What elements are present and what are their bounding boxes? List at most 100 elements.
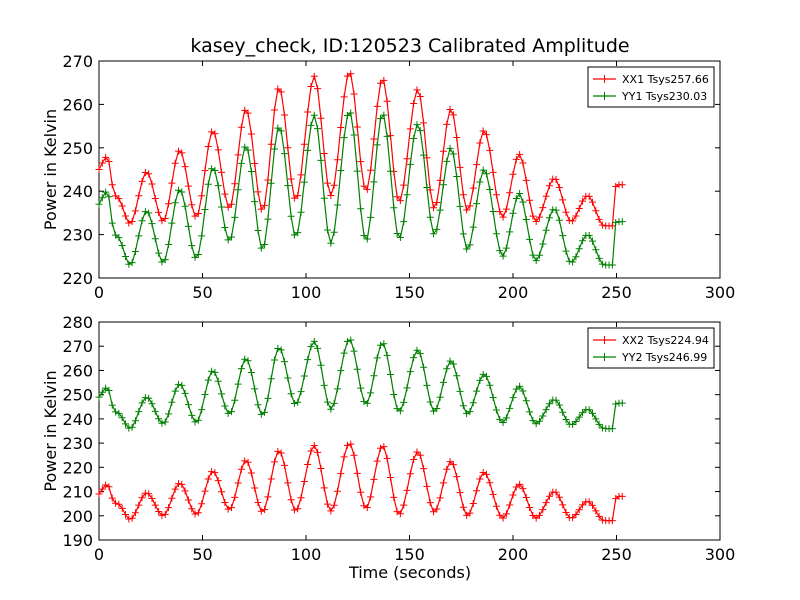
data-point: [618, 399, 626, 407]
data-point: [191, 510, 199, 518]
data-point: [446, 144, 454, 152]
data-point: [377, 79, 385, 87]
data-point: [194, 210, 202, 218]
data-point: [588, 198, 596, 206]
data-point: [340, 453, 348, 461]
data-point: [608, 222, 616, 230]
data-point: [499, 418, 507, 426]
data-point: [552, 175, 560, 183]
data-point: [413, 448, 421, 456]
legend-marker: [600, 353, 609, 361]
data-point: [145, 170, 153, 178]
data-point: [473, 487, 481, 495]
data-point: [131, 248, 139, 256]
data-point: [261, 408, 269, 416]
x-tick-label: 300: [705, 283, 736, 302]
data-point: [612, 183, 620, 191]
data-point: [569, 258, 577, 266]
data-point: [171, 199, 179, 207]
data-point: [618, 181, 626, 189]
data-point: [393, 230, 401, 238]
data-point: [271, 356, 279, 364]
x-tick-label: 300: [705, 545, 736, 564]
data-point: [363, 185, 371, 193]
data-point: [360, 232, 368, 240]
data-point: [151, 235, 159, 243]
data-point: [221, 499, 229, 507]
data-point: [98, 194, 106, 202]
data-point: [204, 143, 212, 151]
data-point: [618, 492, 626, 500]
data-point: [105, 387, 113, 395]
y-tick-label: 230: [62, 434, 93, 453]
data-point: [469, 223, 477, 231]
data-point: [492, 191, 500, 199]
data-point: [390, 204, 398, 212]
data-point: [300, 140, 308, 148]
data-point: [363, 504, 371, 512]
data-point: [363, 399, 371, 407]
data-point: [479, 468, 487, 476]
data-point: [294, 229, 302, 237]
data-point: [386, 473, 394, 481]
data-point: [188, 411, 196, 419]
data-point: [178, 188, 186, 196]
data-point: [218, 488, 226, 496]
data-point: [201, 167, 209, 175]
data-point: [396, 233, 404, 241]
data-point: [181, 163, 189, 171]
data-point: [214, 146, 222, 154]
data-point: [565, 257, 573, 265]
data-point: [118, 504, 126, 512]
data-point: [572, 418, 580, 426]
data-point: [476, 376, 484, 384]
data-point: [373, 102, 381, 110]
data-point: [410, 134, 418, 142]
y-tick-label: 250: [62, 139, 93, 158]
bottom-plot: 0 50 100 150 200 250 300 190 200 210 220 230 240 250 2…: [41, 313, 735, 564]
data-point: [416, 451, 424, 459]
data-point: [184, 222, 192, 230]
data-point: [284, 479, 292, 487]
data-point: [363, 235, 371, 243]
data-point: [320, 194, 328, 202]
data-point: [317, 156, 325, 164]
data-point: [535, 251, 543, 259]
data-point: [280, 461, 288, 469]
data-point: [446, 105, 454, 113]
data-point: [562, 508, 570, 516]
data-point: [340, 134, 348, 142]
data-point: [456, 163, 464, 171]
data-point: [433, 405, 441, 413]
data-point: [340, 93, 348, 101]
data-point: [304, 356, 312, 364]
data-point: [443, 157, 451, 165]
data-point: [373, 457, 381, 465]
data-point: [496, 415, 504, 423]
data-point: [317, 114, 325, 122]
data-point: [522, 215, 530, 223]
data-point: [367, 213, 375, 221]
data-point: [598, 516, 606, 524]
data-point: [588, 409, 596, 417]
data-point: [572, 212, 580, 220]
data-point: [509, 394, 517, 402]
data-point: [244, 146, 252, 154]
data-point: [221, 402, 229, 410]
data-point: [148, 220, 156, 228]
data-point: [274, 85, 282, 93]
data-point: [280, 111, 288, 119]
data-point: [459, 402, 467, 410]
data-point: [588, 501, 596, 509]
data-point: [155, 208, 163, 216]
data-point: [118, 414, 126, 422]
data-point: [178, 480, 186, 488]
data-point: [304, 460, 312, 468]
data-point: [466, 408, 474, 416]
data-point: [254, 188, 262, 196]
data-point: [168, 494, 176, 502]
data-point: [473, 200, 481, 208]
data-point: [287, 175, 295, 183]
x-tick-label: 150: [394, 545, 425, 564]
data-point: [135, 408, 143, 416]
